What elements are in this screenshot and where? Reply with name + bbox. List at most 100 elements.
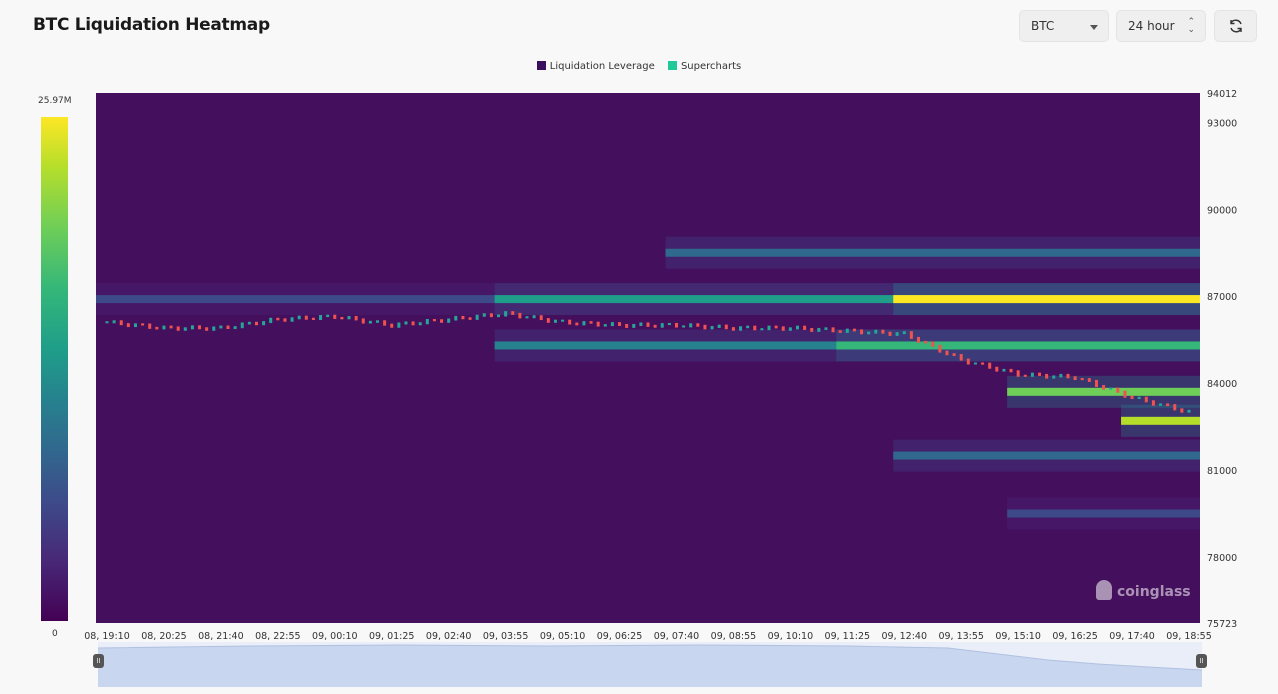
price-candle: [361, 318, 365, 324]
price-candle: [1002, 368, 1006, 372]
watermark-text: coinglass: [1117, 584, 1191, 600]
price-candle: [632, 323, 636, 328]
legend-label: Supercharts: [680, 61, 742, 72]
price-candle: [511, 311, 515, 315]
x-tick-label: 09, 17:40: [1109, 631, 1155, 642]
range-select[interactable]: 24 hour ⌃ ⌄: [1116, 10, 1206, 42]
price-candle: [319, 315, 323, 321]
price-candle: [497, 314, 501, 318]
price-candle: [148, 323, 152, 329]
price-candle: [682, 325, 686, 328]
price-candle: [924, 340, 928, 344]
legend-item-supercharts[interactable]: Supercharts: [667, 61, 742, 72]
price-candle: [376, 320, 379, 323]
price-candle: [141, 323, 145, 326]
price-candle: [582, 321, 586, 326]
price-candle: [397, 322, 401, 328]
price-candle: [326, 314, 330, 318]
price-candle: [753, 325, 757, 331]
price-candle: [1187, 409, 1191, 413]
refresh-icon: [1230, 19, 1242, 33]
price-candle: [447, 318, 451, 323]
price-candle: [269, 317, 273, 324]
price-candle: [1066, 373, 1070, 379]
price-candle: [162, 325, 166, 330]
price-candle: [1030, 372, 1034, 377]
coin-select[interactable]: BTC: [1019, 10, 1109, 42]
price-candle: [1016, 370, 1020, 377]
x-tick-label: 09, 12:40: [882, 631, 928, 642]
price-candle: [233, 326, 237, 330]
price-candle: [909, 331, 913, 339]
price-candle: [226, 325, 230, 330]
price-candle: [995, 366, 999, 372]
x-tick-label: 08, 22:55: [255, 631, 301, 642]
navigator-right-handle[interactable]: II: [1196, 654, 1207, 668]
navigator-area: [97, 644, 1203, 687]
price-candle: [1094, 379, 1098, 388]
price-candle: [667, 322, 671, 326]
price-candle: [1038, 372, 1042, 376]
price-candle: [874, 329, 878, 334]
colorbar-max-label: 25.97M: [38, 96, 72, 106]
price-candle: [646, 322, 650, 327]
price-candle: [589, 321, 593, 324]
price-candle: [831, 327, 835, 333]
price-candle: [888, 331, 892, 336]
price-candle: [575, 322, 579, 326]
liquidation-band: [1007, 509, 1200, 518]
price-candle: [717, 324, 721, 329]
price-candle: [1144, 396, 1148, 403]
price-candle: [112, 320, 116, 324]
y-tick-label: 87000: [1207, 292, 1237, 303]
x-tick-label: 09, 11:25: [825, 631, 871, 642]
price-candle: [461, 315, 465, 320]
colorbar-min-label: 0: [52, 629, 58, 639]
price-candle: [973, 362, 977, 365]
price-candle: [795, 325, 799, 330]
price-candle: [660, 323, 664, 328]
price-candle: [190, 325, 194, 330]
liquidation-band: [893, 295, 1200, 304]
price-candle: [183, 327, 187, 331]
updown-chevron-icon: ⌃ ⌄: [1187, 17, 1195, 35]
price-candle: [126, 323, 130, 328]
price-candle: [432, 319, 436, 322]
price-candle: [390, 323, 394, 328]
x-tick-label: 09, 05:10: [540, 631, 586, 642]
price-candle: [653, 324, 657, 328]
y-tick-label: 84000: [1207, 379, 1237, 390]
price-candle: [803, 325, 807, 330]
colorbar[interactable]: [41, 117, 68, 621]
price-candle: [966, 358, 970, 365]
coinglass-logo-icon: [1096, 580, 1112, 600]
price-candle: [917, 336, 920, 343]
price-candle: [824, 327, 828, 330]
price-candle: [539, 315, 543, 321]
refresh-button[interactable]: [1214, 10, 1257, 42]
price-candle: [938, 344, 942, 353]
y-tick-label: 94012: [1207, 89, 1237, 100]
legend-item-liquidation-leverage[interactable]: Liquidation Leverage: [536, 61, 655, 72]
price-candle: [895, 332, 899, 336]
liquidation-band: [893, 451, 1200, 460]
price-candle: [482, 313, 486, 317]
price-candle: [596, 321, 600, 327]
y-tick-label: 93000: [1207, 118, 1237, 129]
price-candle: [198, 325, 202, 330]
price-candle: [689, 323, 693, 328]
price-candle: [105, 321, 109, 324]
price-candle: [1073, 376, 1077, 381]
x-tick-label: 09, 01:25: [369, 631, 415, 642]
x-tick-label: 09, 13:55: [938, 631, 984, 642]
price-candle: [205, 327, 209, 331]
navigator-left-handle[interactable]: II: [93, 654, 104, 668]
range-select-value: 24 hour: [1128, 19, 1175, 33]
range-navigator[interactable]: [97, 642, 1203, 687]
price-candle: [383, 320, 387, 326]
price-candle: [724, 324, 728, 330]
price-candle: [454, 315, 458, 321]
price-candle: [945, 350, 949, 356]
x-tick-label: 09, 16:25: [1052, 631, 1098, 642]
